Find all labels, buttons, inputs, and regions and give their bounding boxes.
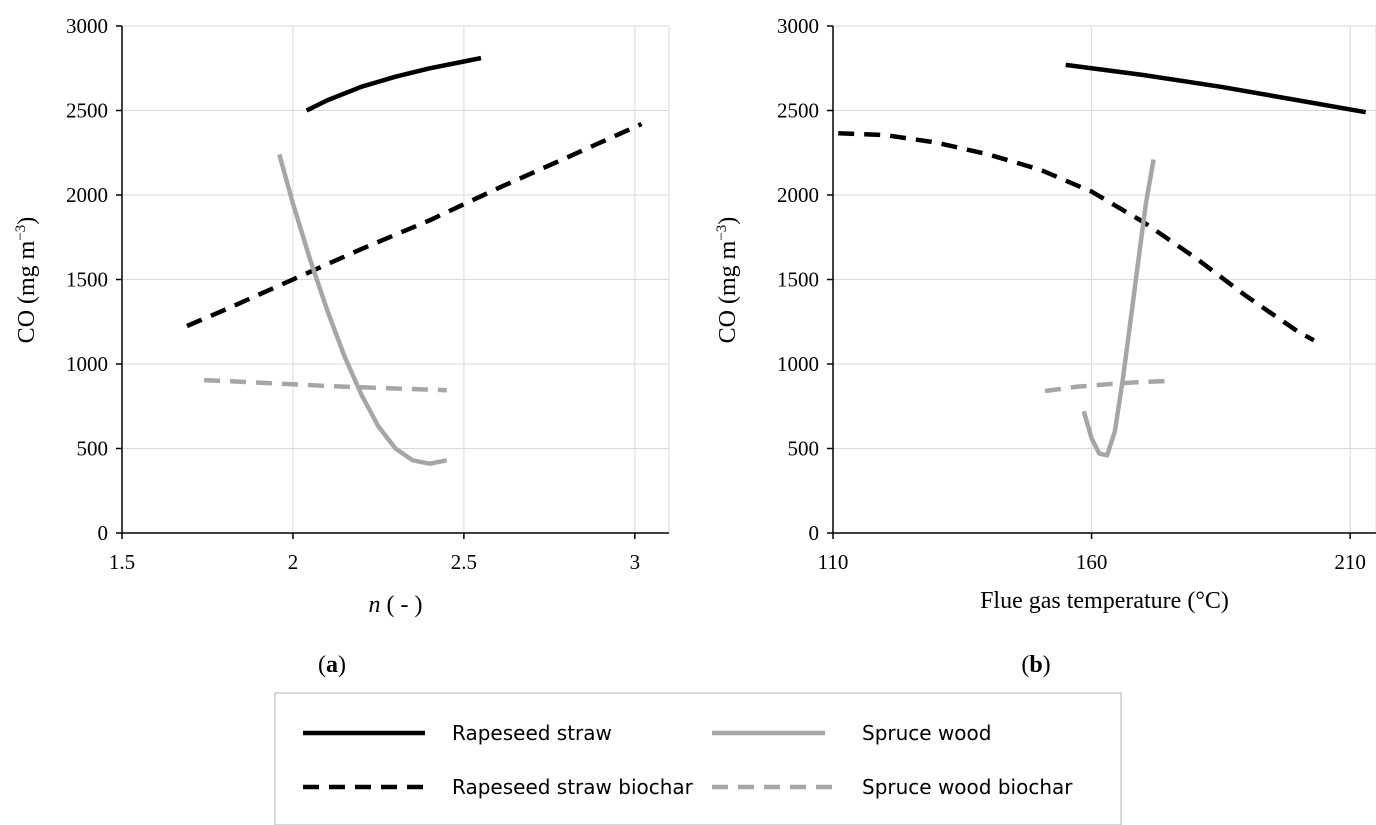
y-tick-label-500: 500: [788, 437, 820, 461]
y-tick-label-1000: 1000: [777, 352, 819, 376]
series-line-rapeseed-straw-biochar: [838, 131, 1315, 343]
x-tick-label-2: 2: [288, 550, 299, 574]
x-tick-label-210: 210: [1334, 550, 1366, 574]
series-line-spruce-wood: [277, 153, 448, 466]
y-tick-label-2500: 2500: [66, 99, 108, 123]
panel-label: (b): [1021, 652, 1050, 678]
legend-label-rapeseed-straw: Rapeseed straw: [452, 721, 612, 745]
y-tick-label-3000: 3000: [66, 14, 108, 38]
y-tick-label-0: 0: [98, 521, 109, 545]
chart-panel-a: 0 500 1000 1500 2000 2500 3000 1.5 2 2.5 3 CO (mg m…: [13, 14, 670, 678]
y-tick-label-500: 500: [77, 437, 109, 461]
series-line-rapeseed-straw: [305, 55, 482, 113]
legend-label-spruce-wood-biochar: Spruce wood biochar: [862, 775, 1073, 799]
chart-panel-b: 0 500 1000 1500 2000 2500 3000 110 160 210 CO (mg …: [714, 14, 1376, 678]
series-line-spruce-wood-biochar: [203, 377, 447, 393]
y-axis-title: CO (mg m−3): [714, 217, 741, 344]
legend: Rapeseed straw Spruce wood Rapeseed straw …: [274, 692, 1122, 825]
series-line-rapeseed-straw-biochar: [186, 121, 643, 329]
legend-box: [274, 692, 1122, 825]
y-tick-label-2000: 2000: [777, 183, 819, 207]
x-axis-title: Flue gas temperature (°C): [980, 588, 1229, 614]
x-tick-label-160: 160: [1076, 550, 1108, 574]
panel-label: (a): [318, 652, 346, 678]
x-tick-label-2-5: 2.5: [451, 550, 477, 574]
x-axis-title: n ( - ): [369, 592, 423, 618]
y-tick-label-1000: 1000: [66, 352, 108, 376]
y-tick-label-3000: 3000: [777, 14, 819, 38]
y-tick-label-2000: 2000: [66, 183, 108, 207]
legend-label-rapeseed-straw-biochar: Rapeseed straw biochar: [452, 775, 694, 799]
y-axis-title: CO (mg m−3): [13, 217, 40, 344]
series-line-spruce-wood: [1081, 159, 1156, 458]
x-tick-label-110: 110: [818, 550, 849, 574]
x-tick-label-1-5: 1.5: [109, 550, 135, 574]
y-tick-label-2500: 2500: [777, 99, 819, 123]
series-line-spruce-wood-biochar: [1044, 378, 1170, 394]
y-tick-label-1500: 1500: [66, 268, 108, 292]
legend-label-spruce-wood: Spruce wood: [862, 721, 991, 745]
y-tick-label-1500: 1500: [777, 268, 819, 292]
y-tick-label-0: 0: [809, 521, 820, 545]
series-line-rapeseed-straw: [1065, 62, 1367, 115]
x-tick-label-3: 3: [630, 550, 641, 574]
